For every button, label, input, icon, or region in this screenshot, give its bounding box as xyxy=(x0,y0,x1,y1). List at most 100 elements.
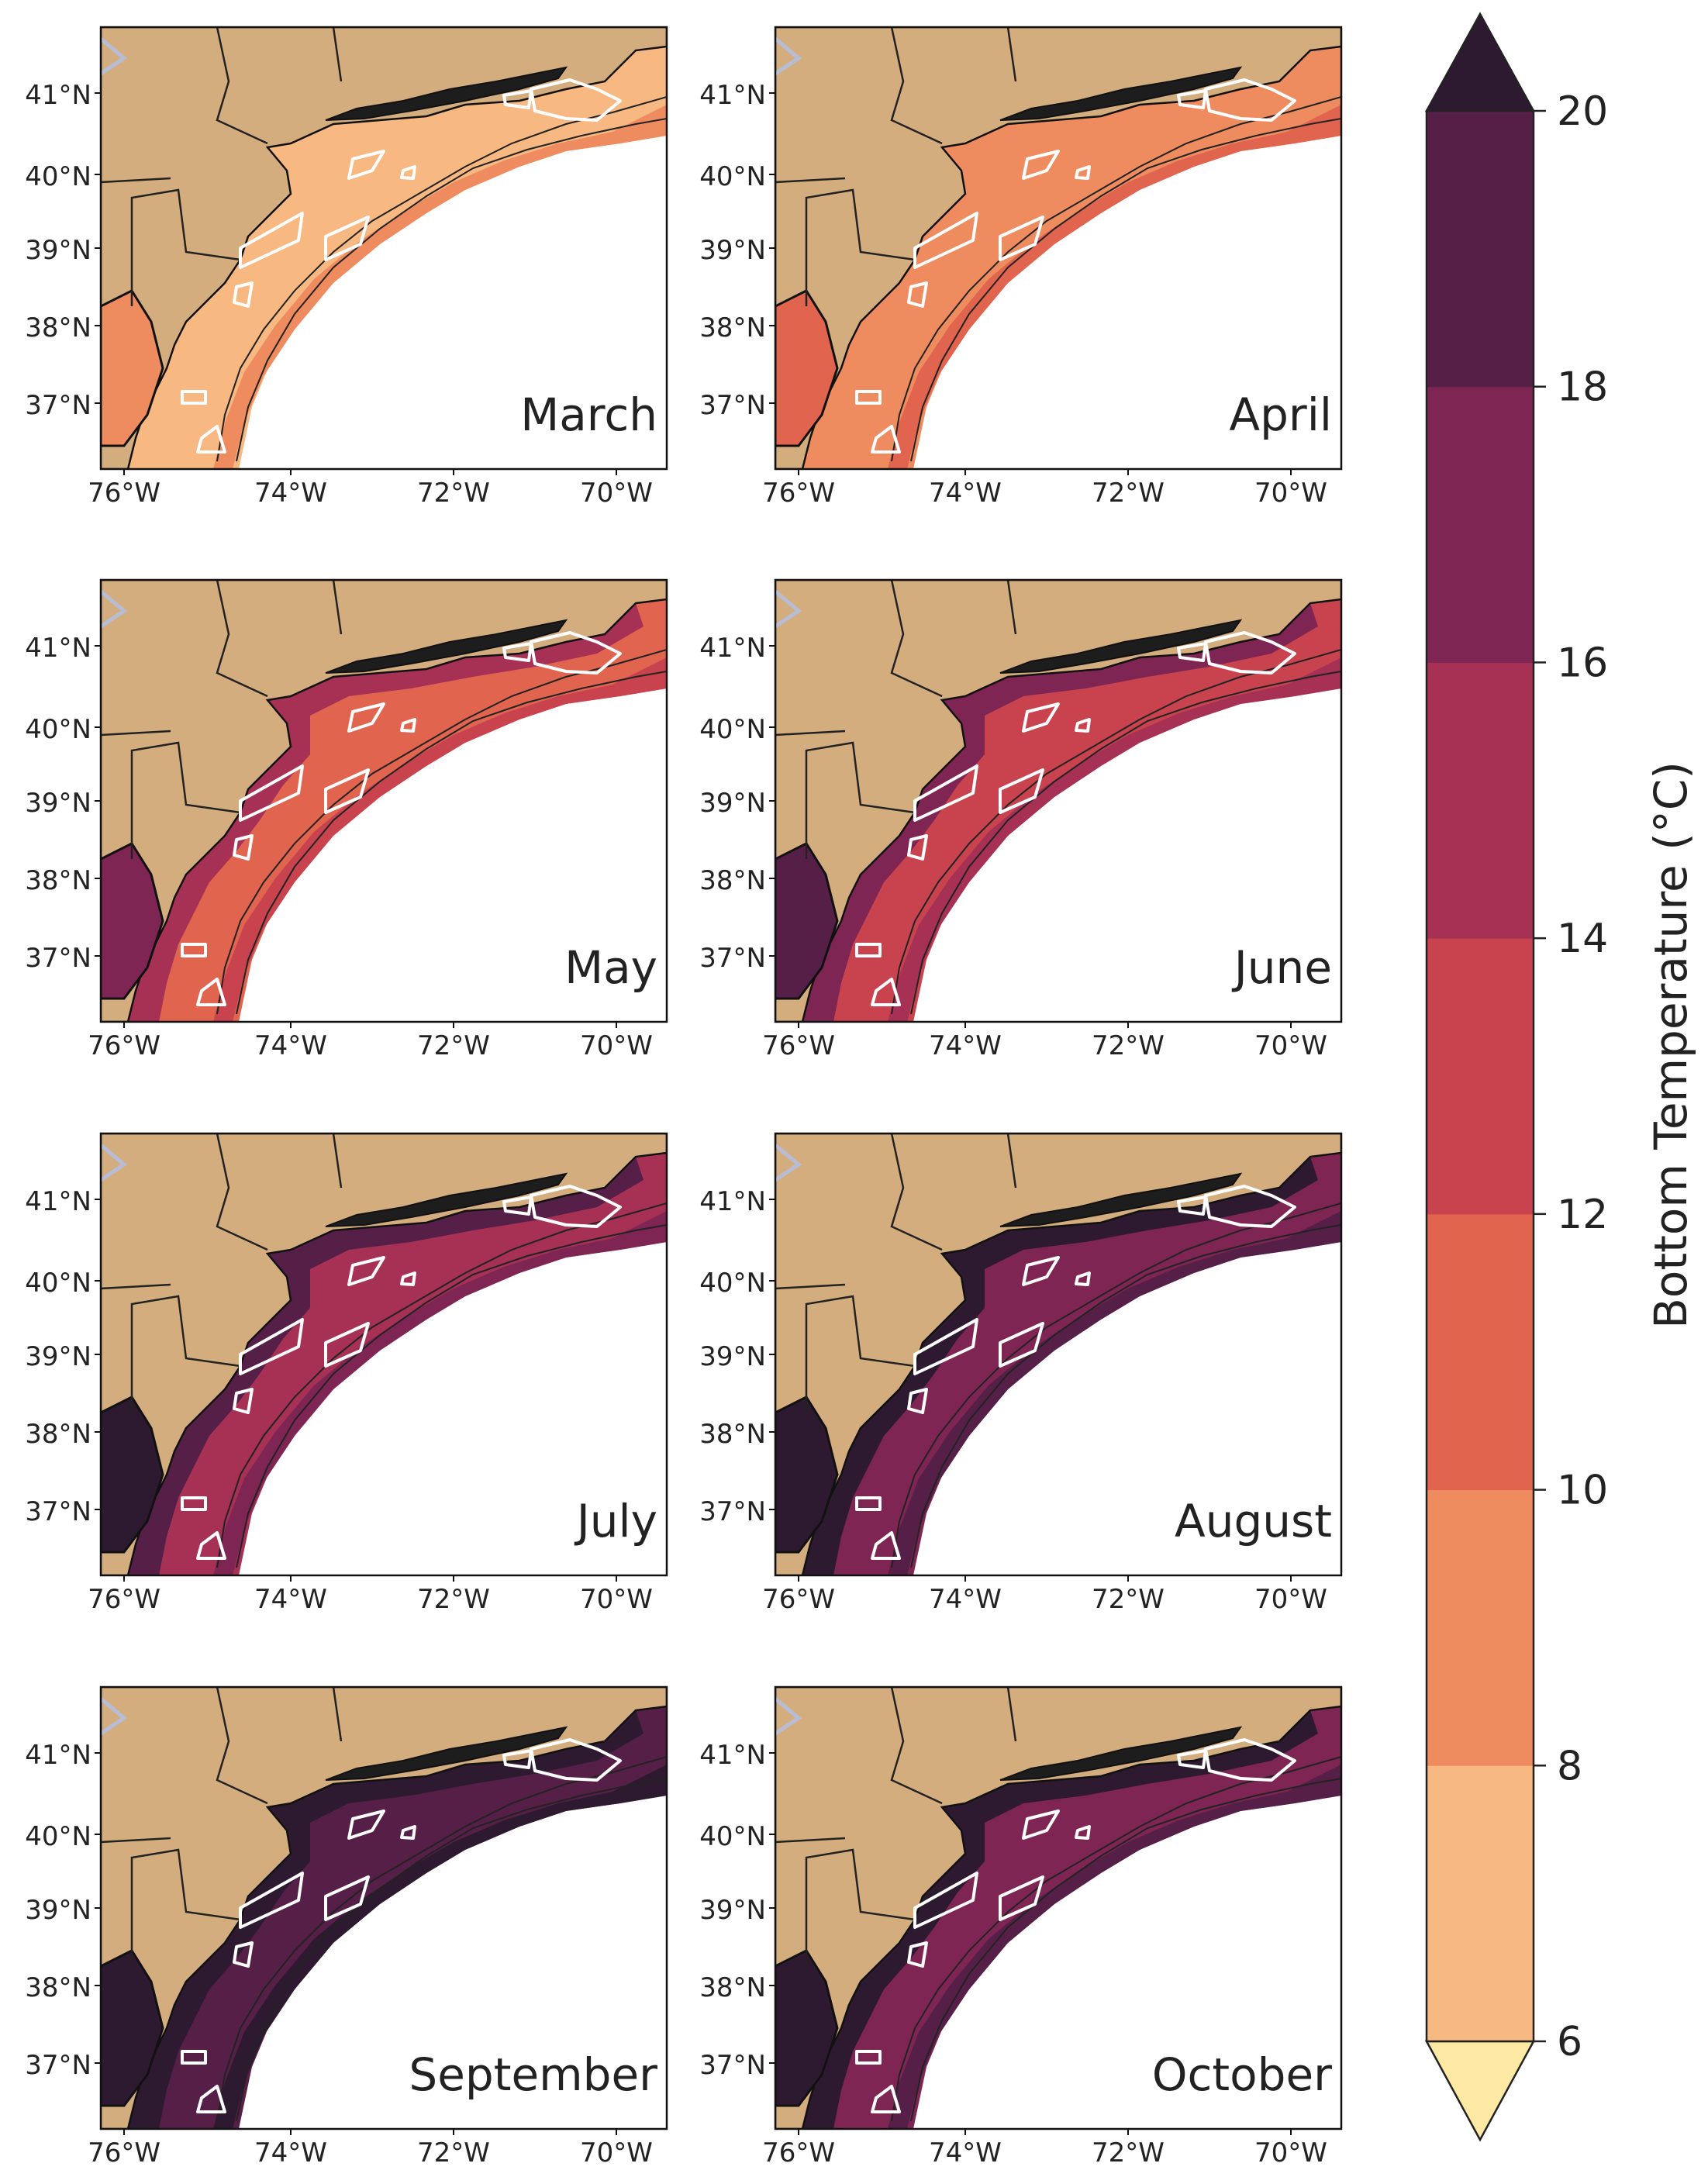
long-island xyxy=(325,66,568,121)
longitude-tick-label: 70°W xyxy=(580,1030,653,1061)
map-panel-july: 41°N 40°N 39°N 38°N 37°N 76°W 74°W 72°W 70°W July xyxy=(25,1132,668,1615)
colorbar-bin xyxy=(1427,662,1534,939)
long-island xyxy=(325,1726,568,1781)
wind-lease-area xyxy=(999,1322,1044,1368)
state-border xyxy=(890,1687,943,1805)
wind-lease-area xyxy=(913,764,978,822)
wind-lease-area xyxy=(1022,702,1060,733)
map-panel-august: 41°N 40°N 39°N 38°N 37°N 76°W 74°W 72°W 70°W Augu… xyxy=(699,1132,1343,1615)
longitude-tick-label: 72°W xyxy=(1092,2137,1165,2168)
wind-lease-area xyxy=(196,425,226,454)
wind-lease-area xyxy=(347,702,385,733)
map-panel-june: 41°N 40°N 39°N 38°N 37°N 76°W 74°W 72°W 70°W June xyxy=(699,578,1343,1061)
wind-lease-area xyxy=(1075,718,1091,733)
lake-outline xyxy=(775,37,802,76)
isobath-contour xyxy=(891,96,1341,462)
longitude-tick-label: 72°W xyxy=(1092,1584,1165,1615)
long-island xyxy=(999,619,1243,674)
month-label: March xyxy=(520,388,657,441)
wind-lease-area xyxy=(855,2050,882,2065)
lake-outline xyxy=(101,1697,128,1736)
shelf-water-mid xyxy=(143,70,667,469)
state-border xyxy=(775,730,846,737)
isobath-contour xyxy=(236,671,667,1015)
colorbar-bin xyxy=(1427,938,1534,1215)
latitude-tick-label: 40°N xyxy=(699,714,766,745)
isobath-contour xyxy=(236,1778,667,2122)
state-border xyxy=(130,1295,241,1413)
latitude-tick-label: 39°N xyxy=(25,1895,91,1926)
colorbar-tick-label: 14 xyxy=(1557,916,1608,962)
lake-outline xyxy=(101,1144,128,1182)
wind-lease-area xyxy=(1204,631,1296,674)
latitude-tick-label: 37°N xyxy=(25,943,91,974)
latitude-tick-label: 40°N xyxy=(25,714,91,745)
month-label: October xyxy=(1152,2048,1332,2101)
wind-lease-area xyxy=(1075,1825,1091,1840)
wind-lease-area xyxy=(324,768,370,814)
state-border xyxy=(805,1848,916,1966)
latitude-tick-label: 38°N xyxy=(25,1972,91,2003)
colorbar-tick-label: 6 xyxy=(1557,2019,1582,2065)
latitude-tick-label: 38°N xyxy=(25,1419,91,1450)
latitude-tick-label: 38°N xyxy=(25,312,91,343)
colorbar-bin xyxy=(1427,1213,1534,1491)
state-border xyxy=(216,27,268,145)
month-label: August xyxy=(1175,1495,1332,1547)
wind-lease-area xyxy=(913,212,978,269)
wind-lease-area xyxy=(233,1388,254,1414)
wind-lease-area xyxy=(196,1531,226,1560)
wind-lease-area xyxy=(347,150,385,180)
longitude-tick-label: 76°W xyxy=(88,1584,160,1615)
shelf-break-water xyxy=(213,1211,667,1575)
isobath-contour xyxy=(236,118,667,462)
month-label: April xyxy=(1229,388,1332,441)
latitude-tick-label: 39°N xyxy=(25,1341,91,1372)
latitude-tick-label: 41°N xyxy=(699,80,766,111)
state-border xyxy=(101,1283,171,1290)
month-label: June xyxy=(1232,941,1332,994)
shelf-water-mid xyxy=(818,1730,1341,2129)
longitude-tick-label: 70°W xyxy=(580,2137,653,2168)
latitude-tick-label: 41°N xyxy=(699,633,766,664)
wind-lease-area xyxy=(239,212,304,269)
wind-lease-area xyxy=(1177,1195,1207,1216)
state-border xyxy=(101,1837,171,1844)
wind-lease-area xyxy=(855,1496,882,1511)
latitude-tick-label: 41°N xyxy=(25,1740,91,1771)
isobath-contour xyxy=(891,1202,1341,1568)
chesapeake-bay xyxy=(101,1396,164,1554)
latitude-tick-label: 41°N xyxy=(699,1186,766,1217)
latitude-tick-label: 40°N xyxy=(699,1821,766,1852)
wind-lease-area xyxy=(181,2050,207,2065)
wind-lease-area xyxy=(1022,150,1060,180)
wind-lease-area xyxy=(907,281,928,308)
lake-outline xyxy=(775,1697,802,1736)
longitude-tick-label: 72°W xyxy=(1092,1030,1165,1061)
wind-lease-area xyxy=(324,1322,370,1368)
wind-lease-area xyxy=(181,943,207,957)
latitude-tick-label: 41°N xyxy=(25,1186,91,1217)
isobath-contour xyxy=(891,649,1341,1015)
latitude-tick-label: 39°N xyxy=(699,235,766,266)
shelf-break-water xyxy=(213,657,667,1022)
wind-lease-area xyxy=(233,281,254,308)
longitude-tick-label: 74°W xyxy=(929,478,1002,509)
isobath-contour xyxy=(216,649,667,1015)
colorbar-tick-label: 8 xyxy=(1557,1743,1582,1789)
isobath-contour xyxy=(216,96,667,462)
latitude-tick-label: 37°N xyxy=(25,390,91,421)
latitude-tick-label: 38°N xyxy=(699,312,766,343)
longitude-tick-label: 76°W xyxy=(88,478,160,509)
latitude-tick-label: 37°N xyxy=(699,390,766,421)
state-border xyxy=(130,741,241,859)
state-border xyxy=(890,1133,943,1251)
wind-lease-area xyxy=(913,1872,978,1929)
chesapeake-bay xyxy=(775,842,839,1000)
wind-lease-area xyxy=(913,1318,978,1375)
wind-lease-area xyxy=(1204,78,1296,122)
wind-lease-area xyxy=(233,1941,254,1968)
wind-lease-area xyxy=(324,216,370,261)
longitude-tick-label: 72°W xyxy=(417,1030,490,1061)
latitude-tick-label: 38°N xyxy=(25,865,91,896)
